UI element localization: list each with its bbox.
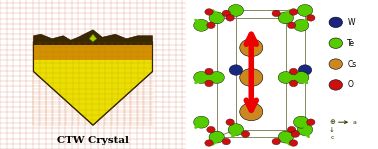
Circle shape bbox=[209, 72, 225, 83]
Circle shape bbox=[229, 65, 243, 75]
Text: a: a bbox=[353, 120, 357, 125]
Circle shape bbox=[307, 119, 315, 125]
Polygon shape bbox=[89, 34, 97, 42]
Circle shape bbox=[278, 72, 293, 83]
Circle shape bbox=[293, 116, 309, 128]
Circle shape bbox=[287, 22, 296, 29]
Circle shape bbox=[278, 12, 293, 24]
Circle shape bbox=[297, 124, 313, 136]
Circle shape bbox=[194, 19, 209, 31]
Circle shape bbox=[240, 103, 263, 121]
Circle shape bbox=[207, 22, 215, 29]
Circle shape bbox=[272, 138, 280, 145]
Circle shape bbox=[298, 5, 312, 16]
Circle shape bbox=[293, 72, 309, 83]
Circle shape bbox=[329, 38, 342, 48]
Circle shape bbox=[293, 19, 309, 31]
Circle shape bbox=[298, 124, 312, 135]
Circle shape bbox=[329, 17, 342, 28]
Circle shape bbox=[289, 9, 298, 15]
Text: W: W bbox=[347, 18, 355, 27]
Circle shape bbox=[329, 59, 342, 69]
Circle shape bbox=[279, 72, 293, 83]
Circle shape bbox=[240, 69, 263, 86]
Circle shape bbox=[229, 124, 243, 135]
Circle shape bbox=[287, 126, 296, 133]
Circle shape bbox=[329, 80, 342, 90]
Circle shape bbox=[205, 9, 213, 15]
Circle shape bbox=[226, 15, 234, 21]
Circle shape bbox=[205, 68, 213, 75]
Circle shape bbox=[210, 132, 223, 142]
Circle shape bbox=[272, 10, 280, 17]
Circle shape bbox=[279, 132, 293, 142]
Circle shape bbox=[210, 13, 223, 23]
Circle shape bbox=[307, 15, 315, 21]
Circle shape bbox=[209, 12, 225, 24]
Circle shape bbox=[298, 65, 312, 75]
Text: ⊕: ⊕ bbox=[329, 119, 335, 125]
Polygon shape bbox=[34, 30, 152, 45]
Circle shape bbox=[226, 119, 234, 125]
Text: c: c bbox=[330, 135, 334, 140]
Circle shape bbox=[209, 131, 225, 143]
Circle shape bbox=[205, 80, 213, 87]
Circle shape bbox=[210, 72, 223, 83]
Circle shape bbox=[194, 116, 209, 128]
Circle shape bbox=[205, 140, 213, 146]
Circle shape bbox=[279, 13, 293, 23]
Circle shape bbox=[289, 80, 298, 87]
Circle shape bbox=[291, 131, 300, 137]
Text: ↓: ↓ bbox=[329, 127, 335, 133]
Circle shape bbox=[289, 68, 298, 75]
Text: Cs: Cs bbox=[347, 60, 356, 69]
Text: Te: Te bbox=[347, 39, 355, 48]
Circle shape bbox=[297, 4, 313, 16]
Circle shape bbox=[228, 124, 243, 136]
Circle shape bbox=[222, 138, 231, 145]
Circle shape bbox=[207, 126, 215, 133]
Text: CTW Crystal: CTW Crystal bbox=[57, 136, 129, 145]
Circle shape bbox=[229, 5, 243, 16]
Polygon shape bbox=[34, 42, 152, 125]
Circle shape bbox=[289, 140, 298, 146]
Circle shape bbox=[278, 131, 293, 143]
Text: O: O bbox=[347, 80, 353, 89]
Polygon shape bbox=[34, 42, 152, 60]
Circle shape bbox=[222, 10, 231, 17]
Circle shape bbox=[228, 4, 243, 16]
Circle shape bbox=[240, 39, 263, 57]
Circle shape bbox=[241, 131, 250, 137]
Circle shape bbox=[194, 72, 209, 83]
